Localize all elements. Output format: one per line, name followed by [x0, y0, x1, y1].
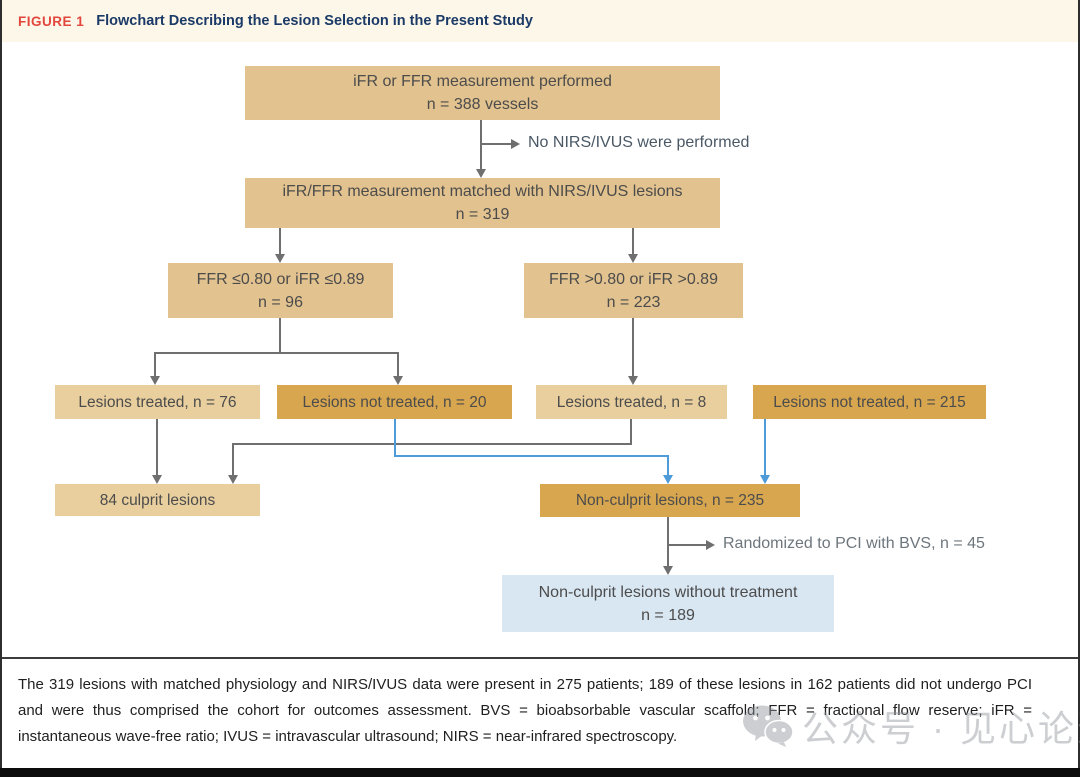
connector-matched-to-ffr-low — [279, 228, 281, 254]
arrow-down-icon — [152, 475, 162, 484]
arrow-down-icon — [663, 566, 673, 575]
connector-not-treated-20-to-non-culprit — [667, 455, 669, 475]
caption-divider — [0, 657, 1080, 659]
arrow-down-icon — [663, 475, 673, 484]
connector-no-nirs-branch — [481, 143, 511, 145]
node-line: Lesions not treated, n = 20 — [302, 393, 487, 411]
randomized-annotation: Randomized to PCI with BVS, n = 45 — [723, 535, 985, 552]
node-lesions-not-treated-215: Lesions not treated, n = 215 — [753, 385, 986, 419]
arrow-down-icon — [628, 254, 638, 263]
connector-non-culprit-to-no-treatment — [667, 517, 669, 566]
arrow-down-icon — [275, 254, 285, 263]
connector-not-treated-20-elbow-run — [394, 455, 669, 457]
connector-to-not-treated-20 — [397, 352, 399, 376]
connector-treated-8-elbow-run — [232, 443, 632, 445]
figure-title: Flowchart Describing the Lesion Selectio… — [96, 13, 533, 29]
node-non-culprit-lesions-235: Non-culprit lesions, n = 235 — [540, 484, 800, 517]
node-line: FFR >0.80 or iFR >0.89 — [549, 270, 718, 288]
node-ffr-low: FFR ≤0.80 or iFR ≤0.89 n = 96 — [168, 263, 393, 318]
frame-bottom-bar — [0, 768, 1080, 777]
arrow-right-icon — [511, 139, 520, 149]
connector-not-treated-20-elbow-stem — [394, 419, 396, 455]
connector-ffr-low-split — [154, 352, 399, 354]
figure-number-label: FIGURE 1 — [18, 13, 85, 29]
node-culprit-lesions-84: 84 culprit lesions — [55, 484, 260, 516]
connector-to-treated-76 — [154, 352, 156, 376]
node-line: Lesions treated, n = 8 — [556, 393, 707, 411]
arrow-down-icon — [393, 376, 403, 385]
node-line: 84 culprit lesions — [99, 491, 216, 509]
node-line: n = 319 — [455, 206, 510, 223]
no-nirs-annotation: No NIRS/IVUS were performed — [528, 134, 750, 151]
node-line: Lesions treated, n = 76 — [78, 393, 237, 411]
node-line: FFR ≤0.80 or iFR ≤0.89 — [196, 270, 365, 288]
arrow-down-icon — [628, 376, 638, 385]
connector-matched-to-ffr-high — [632, 228, 634, 254]
node-line: n = 388 vessels — [426, 96, 539, 113]
node-measurement-performed: iFR or FFR measurement performed n = 388… — [245, 66, 720, 120]
connector-not-treated-215-to-non-culprit — [764, 419, 766, 475]
node-line: n = 189 — [641, 606, 695, 624]
connector-ffr-low-stem — [279, 318, 281, 352]
connector-ffr-high-to-treated-8 — [632, 318, 634, 376]
arrow-down-icon — [760, 475, 770, 484]
figure-header: FIGURE 1 Flowchart Describing the Lesion… — [0, 0, 1080, 42]
node-line: n = 96 — [258, 293, 303, 311]
node-lesions-treated-76: Lesions treated, n = 76 — [55, 385, 260, 419]
node-ffr-high: FFR >0.80 or iFR >0.89 n = 223 — [524, 263, 743, 318]
connector-treated-76-to-culprit — [156, 419, 158, 475]
node-line: n = 223 — [606, 293, 661, 311]
arrow-down-icon — [476, 169, 486, 178]
node-line: iFR/FFR measurement matched with NIRS/IV… — [282, 183, 683, 200]
connector-treated-8-elbow-stem — [630, 419, 632, 443]
arrow-down-icon — [150, 376, 160, 385]
node-lesions-treated-8: Lesions treated, n = 8 — [536, 385, 727, 419]
arrow-right-icon — [706, 540, 715, 550]
arrow-down-icon — [228, 475, 238, 484]
frame-left-edge — [0, 0, 2, 777]
figure-caption: The 319 lesions with matched physiology … — [18, 676, 1032, 745]
node-line: Non-culprit lesions, n = 235 — [575, 492, 765, 509]
node-lesions-not-treated-20: Lesions not treated, n = 20 — [277, 385, 512, 419]
node-line: Lesions not treated, n = 215 — [773, 393, 966, 411]
frame-right-edge — [1078, 0, 1080, 777]
node-matched-lesions: iFR/FFR measurement matched with NIRS/IV… — [245, 178, 720, 228]
node-line: iFR or FFR measurement performed — [353, 73, 612, 90]
connector-randomized-branch — [668, 544, 706, 546]
node-no-treatment-189: Non-culprit lesions without treatment n … — [502, 575, 834, 632]
connector-treated-8-to-culprit — [232, 443, 234, 475]
node-line: Non-culprit lesions without treatment — [538, 583, 798, 601]
